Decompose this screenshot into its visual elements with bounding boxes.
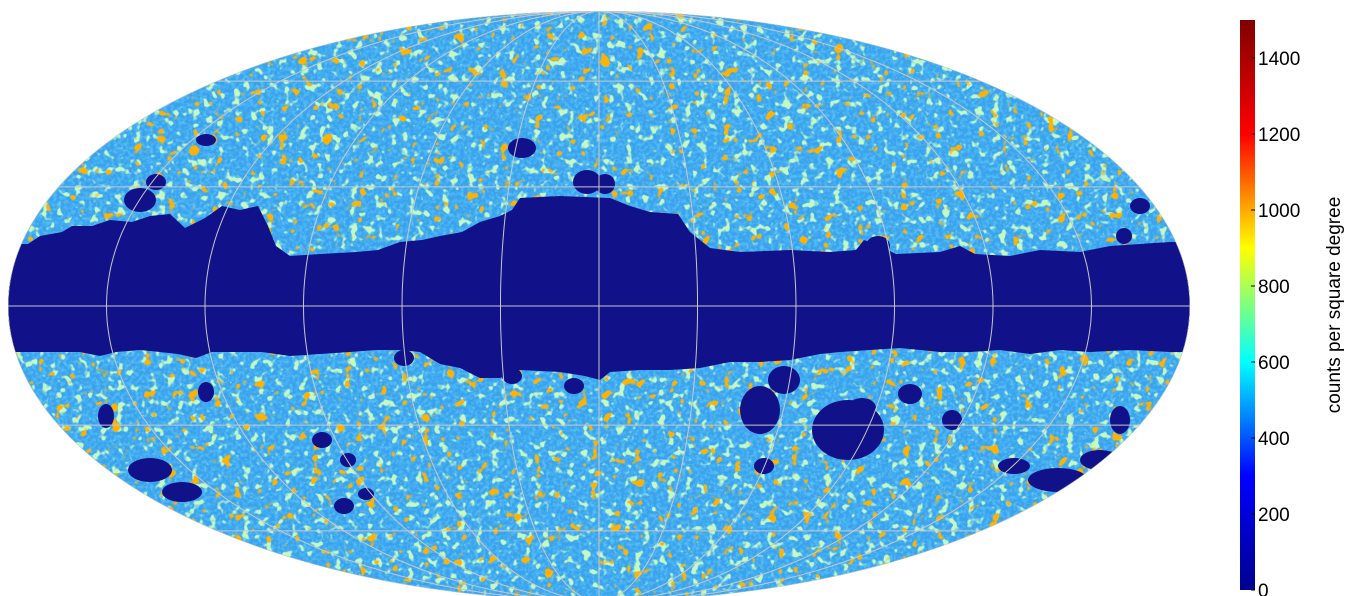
colorbar-tick-label: 600 <box>1258 353 1290 374</box>
colorbar-tick-label: 0 <box>1258 581 1269 596</box>
colorbar-ticks: 0 200 400 600 800 1000 1200 1400 <box>1251 49 1300 596</box>
galactic-plane-mask <box>8 196 1190 380</box>
colorbar-tick-label: 400 <box>1258 429 1290 450</box>
colorbar: 0 200 400 600 800 1000 1200 1400 counts per squ… <box>1240 20 1345 596</box>
masked-regions <box>98 134 1150 514</box>
colorbar-gradient <box>1240 20 1255 590</box>
sky-map <box>8 11 1190 596</box>
colorbar-tick-label: 1400 <box>1258 49 1300 70</box>
colorbar-tick-label: 200 <box>1258 505 1290 526</box>
colorbar-tick-label: 1200 <box>1258 125 1300 146</box>
graticule <box>8 11 1190 596</box>
colorbar-label: counts per square degree <box>1324 197 1345 414</box>
colorbar-tick-label: 1000 <box>1258 201 1300 222</box>
colorbar-tick-label: 800 <box>1258 277 1290 298</box>
